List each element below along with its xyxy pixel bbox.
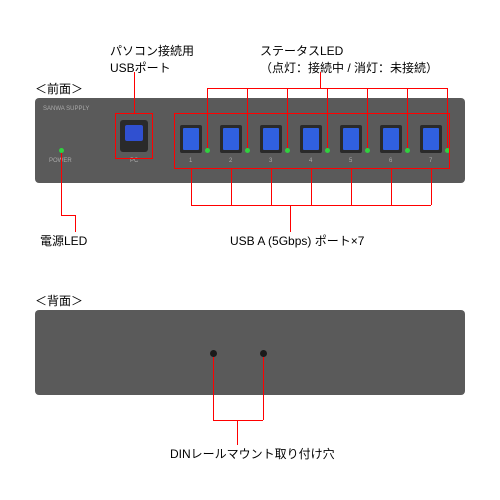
mount-hole [210, 350, 217, 357]
callout-line [207, 88, 447, 89]
callout-line [191, 169, 192, 205]
callout-line [320, 72, 321, 88]
usb-pc-label: パソコン接続用USBポート [110, 42, 194, 76]
callout-line [407, 88, 408, 148]
callout-line [351, 169, 352, 205]
front-label: ＜前面＞ [35, 80, 83, 97]
status-led-label: ステータスLED（点灯：接続中 / 消灯：未接続） [260, 42, 438, 76]
brand-text: SANWA SUPPLY [43, 106, 89, 112]
back-label: ＜背面＞ [35, 292, 83, 309]
callout-line [290, 205, 291, 232]
callout-line [271, 169, 272, 205]
usb-pc-callout-box [115, 113, 153, 159]
callout-line [191, 205, 431, 206]
callout-line [367, 88, 368, 148]
callout-line [231, 169, 232, 205]
callout-line [213, 357, 214, 420]
power-led-label: 電源LED [40, 232, 87, 249]
callout-line [237, 420, 238, 445]
callout-line [247, 88, 248, 148]
callout-line [287, 88, 288, 148]
ports-callout-box [174, 113, 450, 169]
din-label: DINレールマウント取り付け穴 [170, 445, 335, 462]
callout-line [213, 420, 263, 421]
back-panel [35, 310, 465, 395]
callout-line [61, 153, 62, 215]
callout-line [207, 88, 208, 148]
callout-line [263, 357, 264, 420]
callout-line [391, 169, 392, 205]
usb-a-label: USB A (5Gbps) ポート×7 [230, 232, 364, 249]
callout-line [75, 215, 76, 232]
callout-line [327, 88, 328, 148]
callout-line [447, 88, 448, 148]
callout-line [311, 169, 312, 205]
mount-hole [260, 350, 267, 357]
callout-line [61, 215, 75, 216]
callout-line [431, 169, 432, 205]
callout-line [134, 72, 135, 113]
